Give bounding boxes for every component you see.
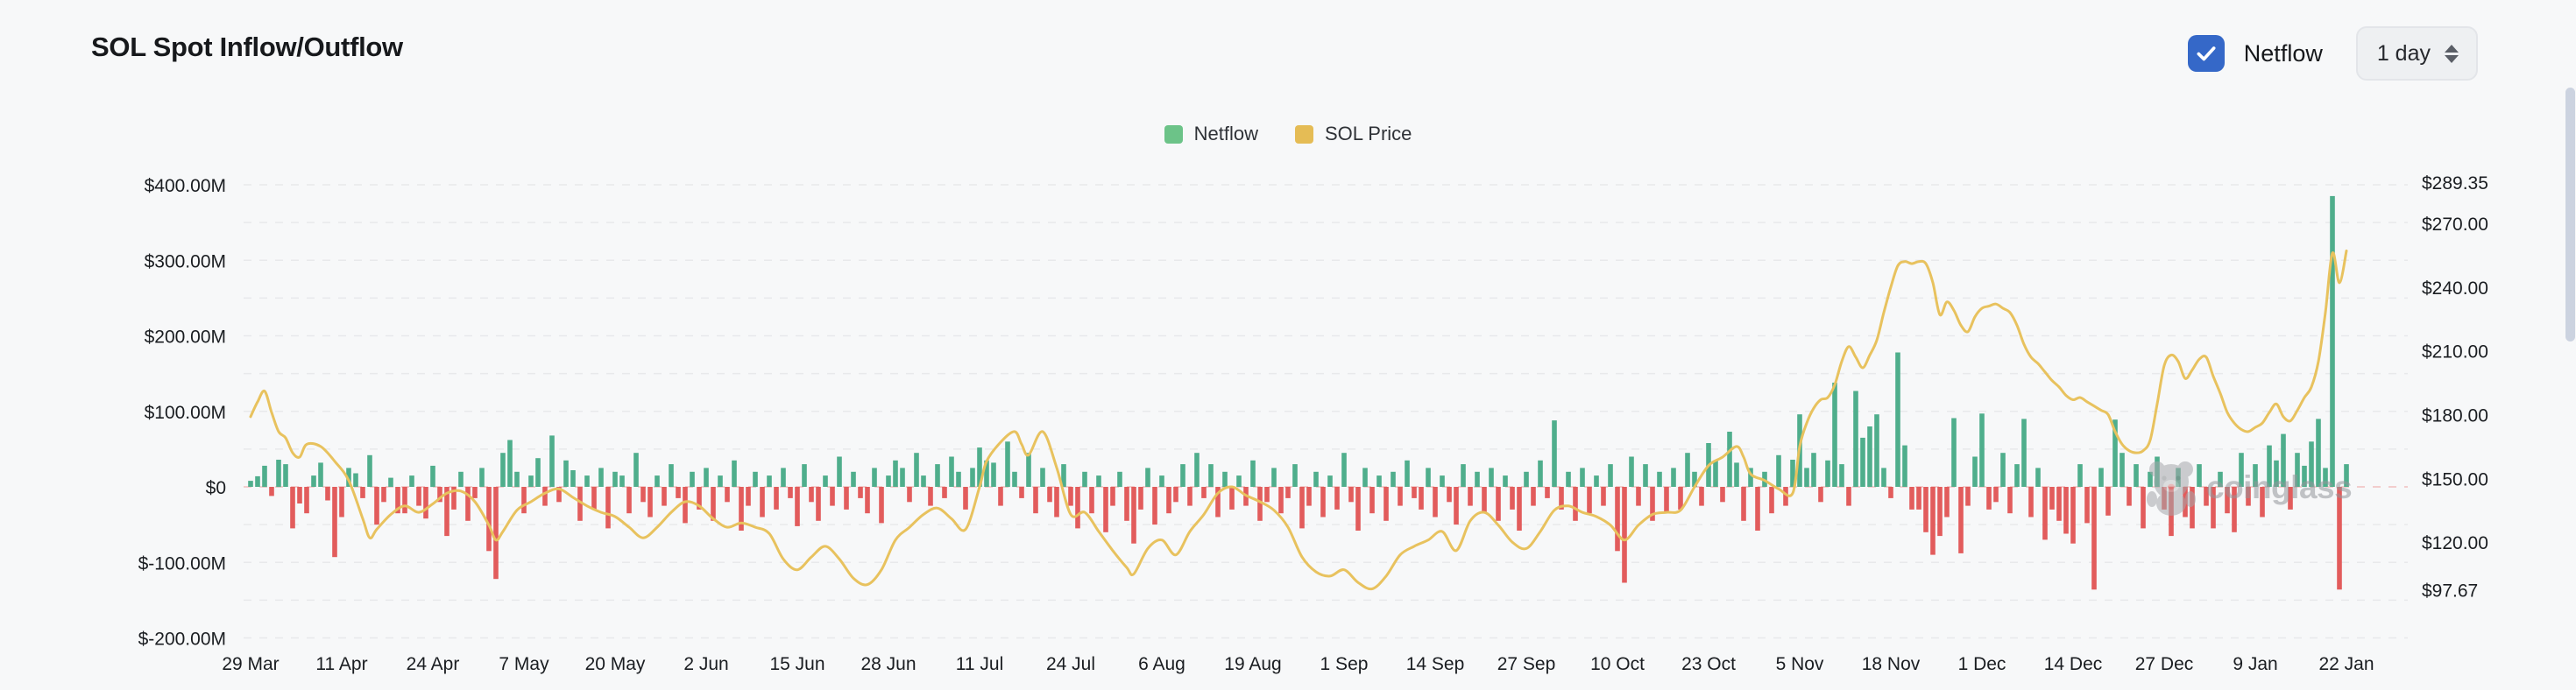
x-axis-label: 27 Sep xyxy=(1497,654,1556,674)
y-axis-left-label: $400.00M xyxy=(145,176,226,196)
x-axis-label: 11 Jul xyxy=(956,654,1003,674)
legend-label-netflow: Netflow xyxy=(1193,123,1258,144)
chart-controls: Netflow 1 day xyxy=(2187,26,2478,81)
vertical-scrollbar-thumb[interactable] xyxy=(2565,88,2575,341)
x-axis-label: 27 Dec xyxy=(2135,654,2194,674)
x-axis-label: 22 Jan xyxy=(2318,654,2374,674)
netflow-swatch-icon xyxy=(1164,124,1183,144)
y-axis-right: $289.35 $270.00 $240.00 $210.00 $180.00 $150.… xyxy=(2422,173,2488,601)
interval-select-value: 1 day xyxy=(2376,40,2431,66)
scrollbar-track xyxy=(2565,0,2576,690)
legend-item-netflow[interactable]: Netflow xyxy=(1164,123,1258,145)
y-axis-left: $400.00M $300.00M $200.00M $100.00M $0 $-100.… xyxy=(138,176,226,650)
x-axis-label: 10 Oct xyxy=(1590,654,1645,674)
x-axis-label: 18 Nov xyxy=(1862,654,1921,674)
legend-item-sol-price[interactable]: SOL Price xyxy=(1294,123,1412,145)
netflow-checkbox[interactable] xyxy=(2187,35,2225,72)
x-axis-label: 24 Jul xyxy=(1046,654,1095,674)
x-axis-label: 19 Aug xyxy=(1224,654,1281,674)
y-axis-left-label: $-200.00M xyxy=(138,630,226,650)
y-axis-left-label: $300.00M xyxy=(145,251,226,271)
y-axis-left-label: $200.00M xyxy=(145,327,226,348)
y-axis-right-label: $270.00 xyxy=(2422,215,2488,235)
y-axis-right-label: $210.00 xyxy=(2422,342,2488,363)
y-axis-right-label: $97.67 xyxy=(2422,581,2478,601)
x-axis-label: 24 Apr xyxy=(407,654,460,674)
x-axis: 29 Mar 11 Apr 24 Apr 7 May 20 May 2 Jun 15 Jun… xyxy=(222,654,2374,674)
y-axis-right-label: $289.35 xyxy=(2422,173,2488,194)
x-axis-label: 20 May xyxy=(585,654,646,674)
y-axis-right-label: $150.00 xyxy=(2422,469,2488,489)
x-axis-label: 23 Oct xyxy=(1681,654,1736,674)
x-axis-label: 9 Jan xyxy=(2233,654,2277,674)
x-axis-label: 5 Nov xyxy=(1776,654,1824,674)
y-axis-right-label: $120.00 xyxy=(2422,533,2488,553)
y-axis-left-label: $0 xyxy=(206,478,226,498)
x-axis-label: 11 Apr xyxy=(315,654,367,674)
netflow-bars xyxy=(248,195,2349,590)
legend-label-sol-price: SOL Price xyxy=(1324,123,1412,144)
x-axis-label: 7 May xyxy=(499,654,549,674)
x-axis-label: 1 Sep xyxy=(1320,654,1369,674)
netflow-checkbox-label: Netflow xyxy=(2243,39,2323,67)
x-axis-label: 29 Mar xyxy=(222,654,279,674)
chart-legend: Netflow SOL Price xyxy=(0,123,2576,145)
x-axis-label: 28 Jun xyxy=(860,654,916,674)
y-axis-left-label: $100.00M xyxy=(145,403,226,423)
sol-price-swatch-icon xyxy=(1294,124,1313,144)
x-axis-label: 6 Aug xyxy=(1138,654,1185,674)
y-axis-left-label: $-100.00M xyxy=(138,553,226,574)
check-icon xyxy=(2197,46,2216,61)
chevron-up-down-icon xyxy=(2445,44,2459,63)
y-axis-right-label: $240.00 xyxy=(2422,278,2488,299)
x-axis-label: 1 Dec xyxy=(1958,654,2006,674)
x-axis-label: 15 Jun xyxy=(769,654,824,674)
x-axis-label: 14 Sep xyxy=(1406,654,1465,674)
interval-select[interactable]: 1 day xyxy=(2355,26,2478,81)
sol-price-line xyxy=(249,250,2348,591)
gridlines xyxy=(244,184,2408,639)
page-title: SOL Spot Inflow/Outflow xyxy=(91,32,403,62)
x-axis-label: 14 Dec xyxy=(2044,654,2103,674)
y-axis-right-label: $180.00 xyxy=(2422,405,2488,426)
x-axis-label: 2 Jun xyxy=(683,654,728,674)
